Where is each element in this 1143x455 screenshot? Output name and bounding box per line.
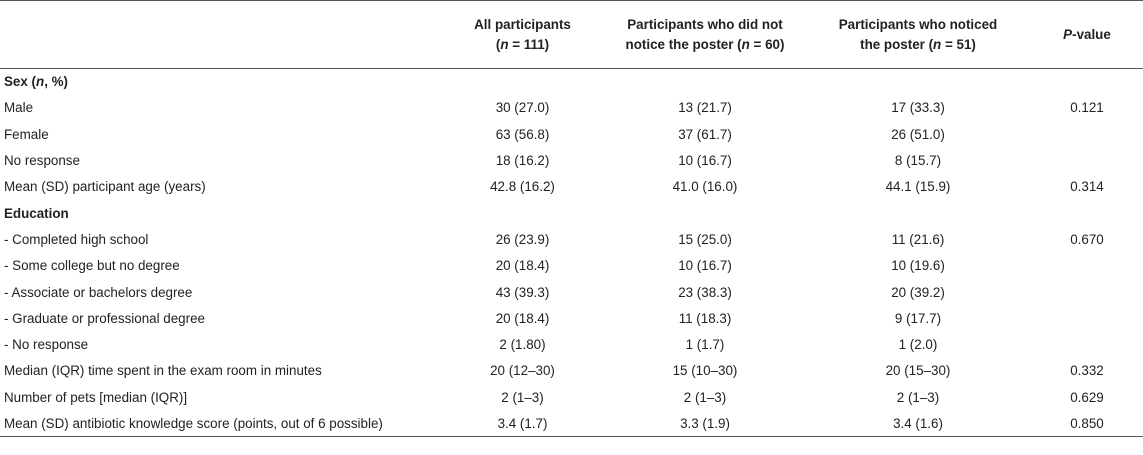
section-row-education: Education bbox=[4, 205, 69, 221]
header-all-line1: All participants bbox=[474, 16, 571, 32]
table-row: - No response 2 (1.80) 1 (1.7) 1 (2.0) bbox=[4, 337, 938, 353]
table-row: - Graduate or professional degree 20 (18… bbox=[4, 310, 942, 326]
header-not-line1: Participants who did not bbox=[627, 16, 783, 32]
header-noticed-line1: Participants who noticed bbox=[838, 16, 998, 32]
header-noticed: Participants who noticed the poster (n =… bbox=[805, 1, 1031, 69]
header-p-value: P-value bbox=[1063, 26, 1111, 42]
table-row: Male 30 (27.0) 13 (21.7) 17 (33.3) 0.121 bbox=[4, 100, 1104, 116]
table-row: Mean (SD) antibiotic knowledge score (po… bbox=[0, 410, 1143, 437]
table-row: - Completed high school 26 (23.9) 15 (25… bbox=[4, 231, 1104, 247]
header-all-participants: All participants (n = 111) bbox=[440, 1, 605, 69]
header-did-not-notice: Participants who did not notice the post… bbox=[605, 1, 805, 69]
header-row: All participants (n = 111) Participants … bbox=[0, 0, 1143, 69]
results-table: All participants (n = 111) Participants … bbox=[0, 0, 1143, 437]
header-blank bbox=[0, 1, 440, 69]
table-row: Median (IQR) time spent in the exam room… bbox=[4, 363, 1104, 379]
table-row: - Associate or bachelors degree 43 (39.3… bbox=[4, 284, 945, 300]
table-row: Number of pets [median (IQR)] 2 (1–3) 2 … bbox=[4, 389, 1104, 405]
section-row-sex: Sex (n, %) bbox=[4, 74, 69, 90]
table-row: No response 18 (16.2) 10 (16.7) 8 (15.7) bbox=[4, 153, 942, 169]
table-row: - Some college but no degree 20 (18.4) 1… bbox=[4, 258, 945, 274]
table-row: Female 63 (56.8) 37 (61.7) 26 (51.0) bbox=[4, 126, 945, 142]
table-row: Mean (SD) participant age (years) 42.8 (… bbox=[4, 179, 1104, 195]
